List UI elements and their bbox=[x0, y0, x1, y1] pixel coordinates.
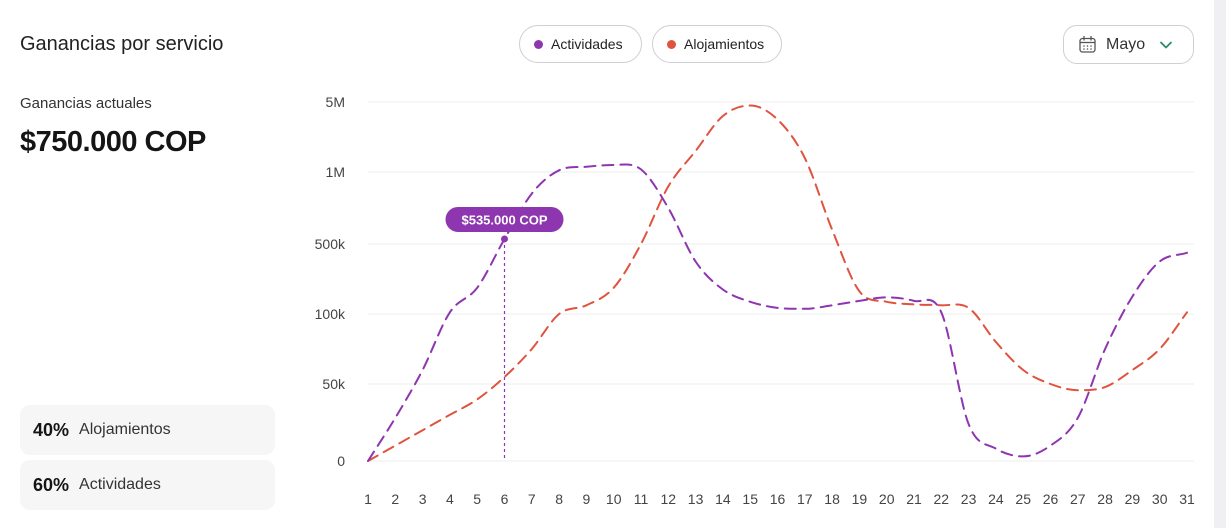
x-tick-label: 21 bbox=[906, 491, 922, 507]
x-tick-label: 6 bbox=[501, 491, 509, 507]
y-tick-label: 1M bbox=[326, 164, 345, 180]
x-tick-label: 17 bbox=[797, 491, 813, 507]
legend-toggle-actividades[interactable]: Actividades bbox=[519, 25, 642, 63]
share-actividades: 60% Actividades bbox=[20, 460, 275, 510]
x-tick-label: 25 bbox=[1015, 491, 1031, 507]
y-tick-label: 50k bbox=[322, 376, 346, 392]
y-tick-label: 100k bbox=[315, 306, 346, 322]
share-alojamientos: 40% Alojamientos bbox=[20, 405, 275, 455]
legend-label: Actividades bbox=[551, 36, 623, 52]
x-tick-label: 7 bbox=[528, 491, 536, 507]
x-tick-label: 27 bbox=[1070, 491, 1086, 507]
x-tick-label: 23 bbox=[961, 491, 977, 507]
month-selector[interactable]: Mayo bbox=[1063, 25, 1194, 64]
x-tick-label: 18 bbox=[824, 491, 840, 507]
x-tick-label: 28 bbox=[1097, 491, 1113, 507]
series-line-alojamientos bbox=[367, 104, 1188, 462]
y-tick-label: 5M bbox=[326, 94, 345, 110]
current-earnings-value: $750.000 COP bbox=[20, 126, 206, 158]
x-tick-label: 22 bbox=[934, 491, 950, 507]
page-title: Ganancias por servicio bbox=[20, 33, 224, 55]
x-tick-label: 29 bbox=[1125, 491, 1141, 507]
scrollbar[interactable] bbox=[1214, 0, 1226, 528]
y-tick-label: 500k bbox=[315, 236, 346, 252]
y-tick-label: 0 bbox=[337, 453, 345, 469]
x-tick-label: 14 bbox=[715, 491, 731, 507]
x-tick-label: 16 bbox=[770, 491, 786, 507]
current-earnings-label: Ganancias actuales bbox=[20, 95, 152, 112]
x-tick-label: 26 bbox=[1043, 491, 1059, 507]
alojamientos-dot-icon bbox=[667, 39, 676, 49]
legend-toggle-alojamientos[interactable]: Alojamientos bbox=[652, 25, 782, 63]
calendar-icon bbox=[1079, 35, 1096, 53]
x-tick-label: 31 bbox=[1179, 491, 1195, 507]
x-tick-label: 2 bbox=[391, 491, 399, 507]
actividades-dot-icon bbox=[534, 39, 543, 49]
x-tick-label: 10 bbox=[606, 491, 622, 507]
x-tick-label: 3 bbox=[419, 491, 427, 507]
share-percent: 60% bbox=[33, 474, 70, 495]
chevron-down-icon bbox=[1160, 41, 1173, 48]
x-tick-label: 1 bbox=[364, 491, 372, 507]
tooltip-label: $535.000 COP bbox=[461, 212, 547, 227]
x-tick-label: 9 bbox=[583, 491, 591, 507]
x-tick-label: 11 bbox=[634, 491, 649, 507]
x-tick-label: 5 bbox=[473, 491, 481, 507]
annotation-point bbox=[501, 235, 508, 243]
x-tick-label: 8 bbox=[555, 491, 563, 507]
x-tick-label: 13 bbox=[688, 491, 704, 507]
month-label: Mayo bbox=[1106, 35, 1146, 53]
x-tick-label: 4 bbox=[446, 491, 454, 507]
x-tick-label: 30 bbox=[1152, 491, 1168, 507]
tooltip-bubble bbox=[445, 206, 564, 232]
x-tick-label: 12 bbox=[661, 491, 677, 507]
x-tick-label: 24 bbox=[988, 491, 1004, 507]
legend-label: Alojamientos bbox=[684, 36, 765, 52]
x-tick-label: 15 bbox=[742, 491, 758, 507]
x-tick-label: 19 bbox=[852, 491, 868, 507]
share-name: Alojamientos bbox=[79, 421, 171, 438]
x-tick-label: 20 bbox=[879, 491, 895, 507]
share-name: Actividades bbox=[79, 476, 161, 493]
share-percent: 40% bbox=[33, 419, 70, 440]
